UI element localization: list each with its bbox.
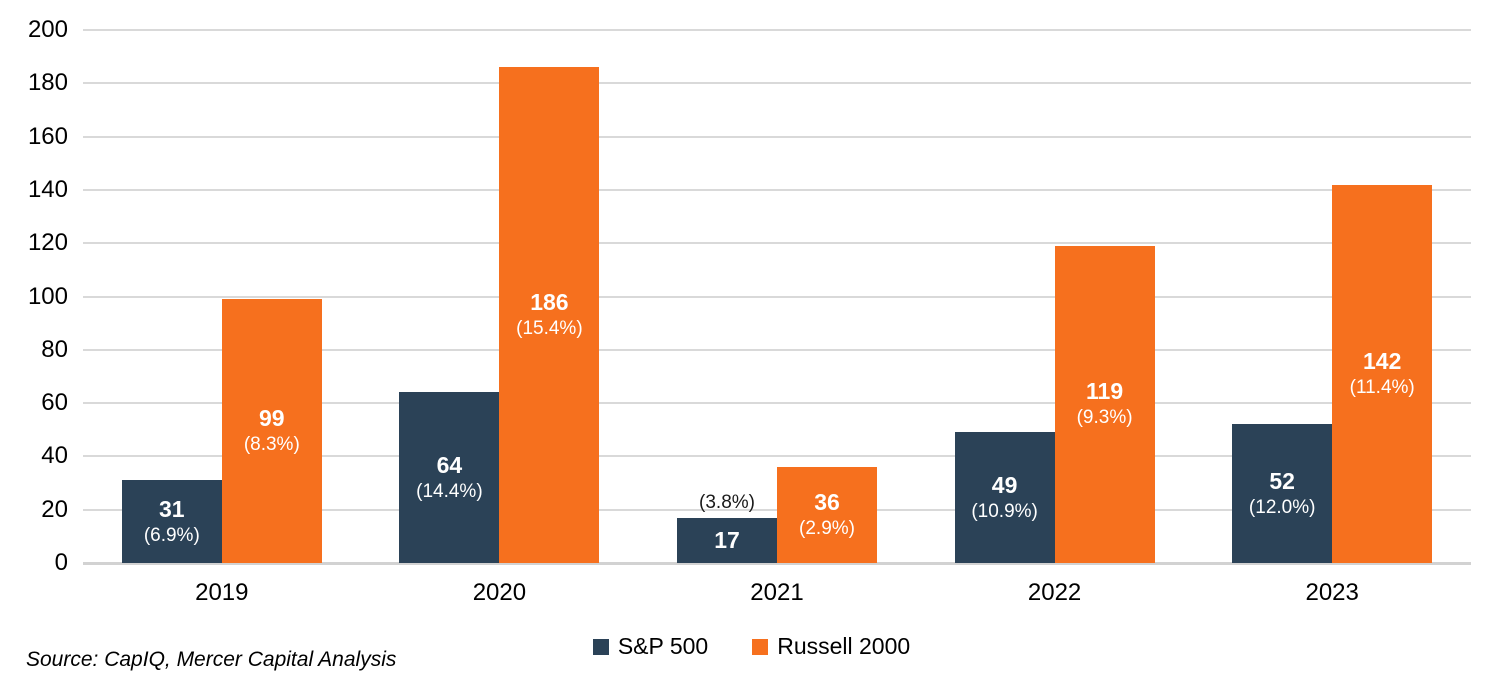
bar-value-label: 52 — [1269, 467, 1295, 494]
gridline-y-140 — [83, 188, 1471, 191]
bar-pct-label: (11.4%) — [1349, 376, 1415, 398]
bar-pct-label: (12.0%) — [1248, 496, 1316, 518]
y-tick-label-40: 40 — [41, 442, 68, 470]
legend-swatch-russell2000 — [752, 638, 769, 655]
x-tick-label-2021: 2021 — [750, 579, 804, 606]
bar-label-stack: 52 (12.0%) — [1232, 424, 1332, 563]
legend-item-sp500: S&P 500 — [592, 633, 709, 660]
y-tick-label-120: 120 — [27, 229, 68, 257]
legend: S&P 500 Russell 2000 — [0, 633, 1503, 660]
gridline-y-180 — [83, 82, 1471, 85]
plot-area: 31 (6.9%) 99 (8.3%) 64 (14.4%) 186 (15.4%) (3.8%… — [83, 29, 1471, 565]
bar-value-label: 64 — [436, 451, 463, 478]
gridline-y-100 — [83, 295, 1471, 298]
y-tick-label-140: 140 — [27, 175, 68, 203]
bar-value-label: 31 — [159, 495, 185, 522]
bar-pct-label: (9.3%) — [1076, 407, 1133, 429]
x-tick-label-2020: 2020 — [472, 579, 527, 606]
bar-sp500-2023: 52 (12.0%) — [1232, 424, 1333, 563]
bar-russell2000-2019: 99 (8.3%) — [221, 299, 322, 563]
gridline-y-200 — [83, 29, 1471, 31]
y-tick-label-180: 180 — [27, 69, 68, 97]
legend-label-sp500: S&P 500 — [617, 633, 709, 659]
bar-pct-label: (2.9%) — [799, 518, 855, 540]
y-tick-label-20: 20 — [41, 495, 68, 523]
bar-sp500-2020: 64 (14.4%) — [399, 392, 500, 563]
bar-label-stack: 49 (10.9%) — [955, 432, 1055, 563]
bar-value-label: 99 — [259, 405, 285, 432]
bar-russell2000-2021: 36 (2.9%) — [777, 467, 877, 563]
y-tick-label-160: 160 — [27, 122, 68, 150]
bar-pct-label: (6.9%) — [143, 524, 200, 546]
legend-label-russell2000: Russell 2000 — [777, 633, 911, 659]
bar-sp500-2019: 31 (6.9%) — [121, 480, 222, 563]
bar-pct-label: (14.4%) — [416, 480, 483, 502]
y-tick-label-60: 60 — [41, 389, 68, 417]
x-tick-label-2022: 2022 — [1027, 579, 1082, 606]
legend-swatch-sp500 — [592, 638, 609, 655]
bar-value-label: 17 — [714, 527, 740, 554]
gridline-y-80 — [83, 348, 1471, 351]
x-tick-label-2023: 2023 — [1305, 579, 1359, 606]
bar-label-stack: 17 — [677, 518, 777, 563]
bar-pct-label: (8.3%) — [243, 434, 300, 456]
y-tick-label-200: 200 — [27, 16, 68, 43]
source-note: Source: CapIQ, Mercer Capital Analysis — [26, 648, 397, 671]
y-tick-label-80: 80 — [41, 335, 68, 363]
bar-pct-label: (10.9%) — [971, 500, 1038, 522]
bar-label-stack: 119 (9.3%) — [1055, 246, 1155, 563]
y-tick-label-0: 0 — [54, 549, 68, 576]
bar-value-label: 186 — [530, 289, 569, 316]
y-tick-label-100: 100 — [27, 282, 68, 310]
bar-label-stack: 142 (11.4%) — [1332, 185, 1432, 563]
gridline-y-120 — [83, 242, 1471, 245]
bar-value-label: 142 — [1363, 347, 1402, 374]
bar-russell2000-2022: 119 (9.3%) — [1054, 245, 1155, 563]
x-tick-label-2019: 2019 — [195, 579, 249, 606]
bar-russell2000-2020: 186 (15.4%) — [499, 67, 600, 563]
bar-label-stack: 31 (6.9%) — [122, 480, 222, 563]
bar-value-label: 119 — [1086, 378, 1124, 405]
bar-label-stack: 99 (8.3%) — [222, 299, 322, 563]
x-axis-baseline — [83, 562, 1471, 565]
bar-label-stack: 36 (2.9%) — [777, 467, 877, 563]
bar-sp500-2021: (3.8%) 17 — [677, 492, 777, 563]
bar-label-stack: 64 (14.4%) — [399, 392, 499, 563]
bar-value-label: 36 — [814, 489, 840, 516]
gridline-y-60 — [83, 402, 1471, 405]
bar-pct-label: (3.8%) — [699, 491, 755, 513]
bar-value-label: 49 — [991, 471, 1018, 498]
gridline-y-40 — [83, 455, 1471, 458]
bar-russell2000-2023: 142 (11.4%) — [1332, 184, 1433, 563]
bar-label-stack: 186 (15.4%) — [499, 67, 599, 563]
bar-sp500-2022: 49 (10.9%) — [954, 432, 1055, 563]
gridline-y-160 — [83, 135, 1471, 138]
legend-item-russell2000: Russell 2000 — [752, 633, 910, 660]
bar-pct-label: (15.4%) — [516, 318, 583, 340]
